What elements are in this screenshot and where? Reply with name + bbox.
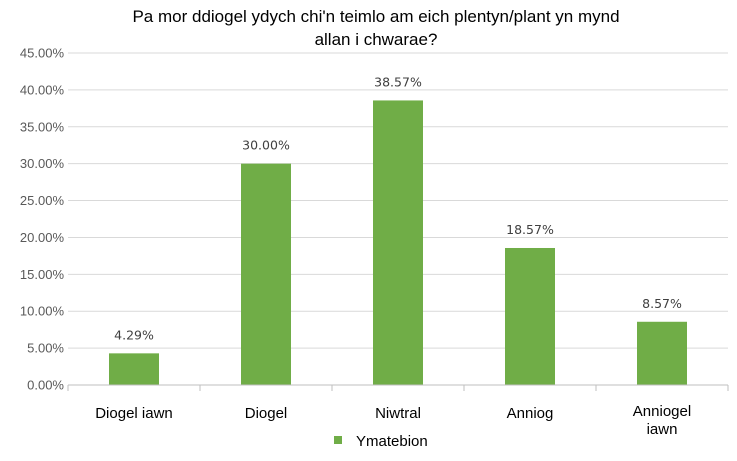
data-labels: 4.29% 30.00% 38.57% 18.57% 8.57% (114, 74, 682, 342)
bar (109, 353, 159, 385)
bar (373, 100, 423, 385)
y-axis-ticks: 0.00% 5.00% 10.00% 15.00% 20.00% 25.00% 30.00%… (20, 46, 65, 393)
y-tick-label: 30.00% (20, 156, 65, 171)
data-label: 8.57% (642, 296, 682, 311)
bar (637, 321, 687, 385)
data-label: 30.00% (242, 138, 290, 153)
y-tick-label: 25.00% (20, 193, 65, 208)
x-category-label: Diogel iawn (95, 405, 173, 422)
y-tick-label: 0.00% (27, 378, 64, 393)
y-tick-label: 35.00% (20, 119, 65, 134)
x-axis: Diogel iawn Diogel Niwtral Anniog Anniogelia… (67, 384, 729, 438)
x-category-label: iawn (647, 421, 678, 438)
y-tick-label: 20.00% (20, 230, 65, 245)
data-label: 18.57% (506, 222, 554, 237)
bars (109, 100, 687, 385)
y-tick-label: 45.00% (20, 46, 65, 61)
x-category-label: Anniogel (633, 403, 691, 420)
bar (241, 163, 291, 385)
data-label: 38.57% (374, 74, 422, 89)
bar (505, 247, 555, 385)
chart-title-line-2: allan i chwarae? (315, 30, 438, 49)
y-tick-label: 5.00% (27, 341, 64, 356)
data-label: 4.29% (114, 327, 154, 342)
legend: Ymatebion (334, 433, 428, 450)
y-tick-label: 10.00% (20, 304, 65, 319)
chart-title-line-1: Pa mor ddiogel ydych chi'n teimlo am eic… (132, 7, 619, 26)
legend-label: Ymatebion (356, 433, 428, 450)
x-category-label: Anniog (507, 405, 554, 422)
y-tick-label: 15.00% (20, 267, 65, 282)
x-category-label: Diogel (245, 405, 288, 422)
x-category-label: Niwtral (375, 405, 421, 422)
legend-swatch (334, 436, 342, 444)
y-tick-label: 40.00% (20, 82, 65, 97)
